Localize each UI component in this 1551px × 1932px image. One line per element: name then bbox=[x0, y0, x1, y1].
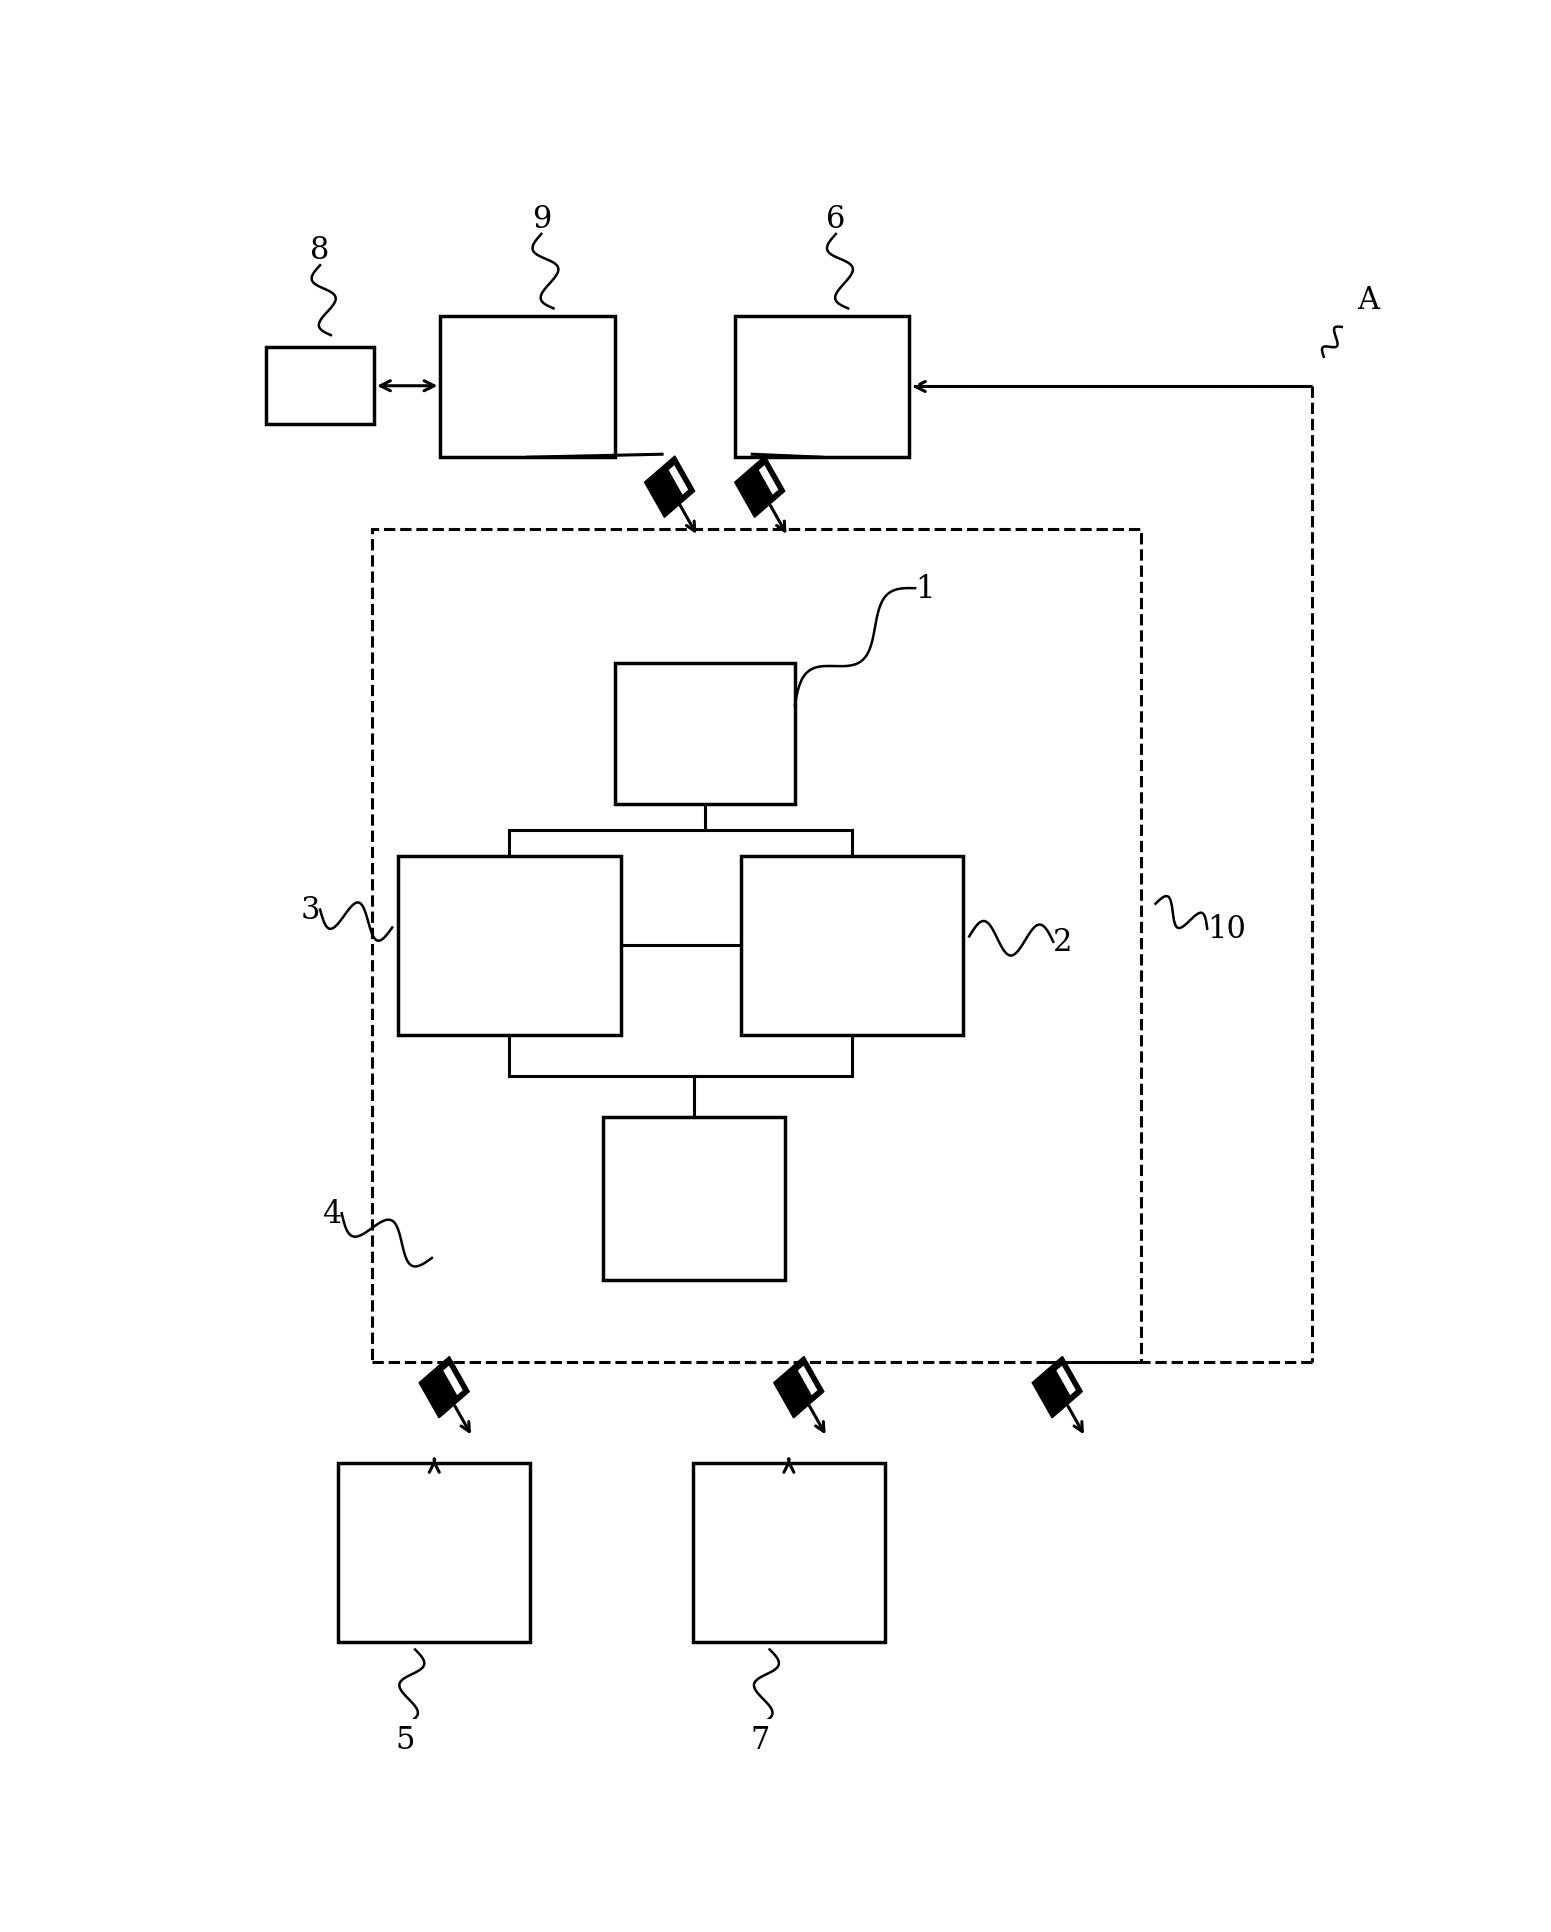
Polygon shape bbox=[774, 1356, 824, 1418]
Polygon shape bbox=[758, 466, 779, 495]
Polygon shape bbox=[735, 456, 785, 518]
Polygon shape bbox=[444, 1366, 462, 1395]
Text: 4: 4 bbox=[323, 1198, 341, 1229]
Text: 9: 9 bbox=[532, 205, 551, 236]
Polygon shape bbox=[668, 466, 689, 495]
Bar bbox=[614, 663, 796, 804]
Text: A: A bbox=[1357, 284, 1379, 317]
Polygon shape bbox=[645, 456, 695, 518]
Text: 6: 6 bbox=[827, 205, 845, 236]
Polygon shape bbox=[1031, 1356, 1083, 1418]
Text: 1: 1 bbox=[915, 574, 935, 605]
Bar bbox=[267, 348, 374, 425]
Bar bbox=[338, 1464, 530, 1642]
Bar bbox=[399, 856, 620, 1036]
Bar bbox=[741, 856, 963, 1036]
Bar bbox=[440, 317, 614, 458]
Text: 2: 2 bbox=[1053, 927, 1073, 958]
Bar bbox=[735, 317, 909, 458]
Bar bbox=[372, 529, 1142, 1362]
Bar bbox=[693, 1464, 886, 1642]
Polygon shape bbox=[419, 1356, 470, 1418]
Text: 8: 8 bbox=[310, 236, 330, 267]
Polygon shape bbox=[1056, 1366, 1076, 1395]
Text: 3: 3 bbox=[301, 895, 320, 925]
Text: 10: 10 bbox=[1207, 914, 1245, 945]
Text: 5: 5 bbox=[396, 1723, 416, 1754]
Text: 7: 7 bbox=[751, 1723, 769, 1754]
Polygon shape bbox=[797, 1366, 817, 1395]
Bar bbox=[602, 1117, 785, 1281]
